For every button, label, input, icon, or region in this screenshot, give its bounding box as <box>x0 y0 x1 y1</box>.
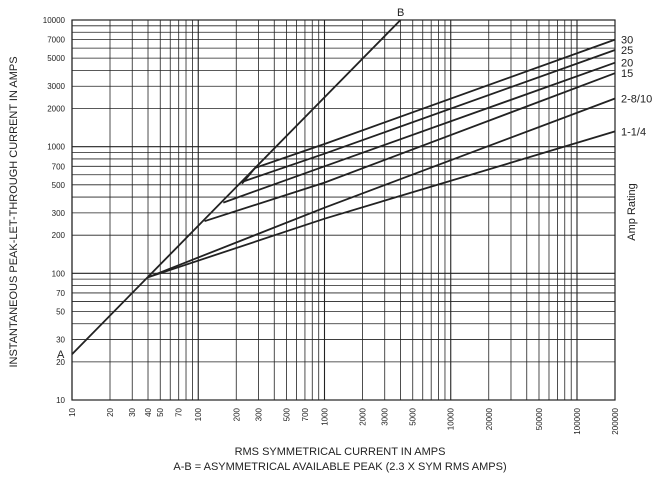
x-axis-note: A-B = ASYMMETRICAL AVAILABLE PEAK (2.3 X… <box>173 461 506 473</box>
plot-frame <box>71 19 616 401</box>
x-tick-label: 50 <box>156 407 165 416</box>
x-tick-label: 10 <box>68 407 77 416</box>
y-tick-label: 1000 <box>47 143 65 152</box>
y-tick-labels: 10 20 30 50 70 100 200 300 500 700 1000 2000 3000 500… <box>43 16 66 405</box>
y-tick-label: 5000 <box>47 54 65 63</box>
asymmetrical-peak-line <box>71 19 402 355</box>
curve-rating-label: 15 <box>621 68 633 80</box>
y-tick-label: 10000 <box>43 16 66 25</box>
x-tick-label: 20000 <box>485 407 494 430</box>
y-axis-title: INSTANTANEOUS PEAK-LET-THROUGH CURRENT I… <box>8 56 20 367</box>
x-tick-label: 200000 <box>611 407 620 434</box>
curve-rating-line <box>147 130 616 279</box>
x-tick-labels: 10 20 30 40 50 70 100 200 300 500 700 1000 2000 3000 5… <box>68 407 620 434</box>
y-tick-label: 50 <box>56 307 65 316</box>
x-tick-label: 700 <box>301 407 310 421</box>
y-tick-label: 700 <box>52 162 66 171</box>
x-tick-label: 100 <box>194 407 203 421</box>
x-axis-title: RMS SYMMETRICAL CURRENT IN AMPS <box>235 446 446 458</box>
y-tick-label: 7000 <box>47 36 65 45</box>
x-tick-label: 50000 <box>535 407 544 430</box>
amp-rating-label: Amp Rating <box>626 183 638 240</box>
x-tick-label: 3000 <box>381 407 390 425</box>
x-tick-label: 30 <box>128 407 137 416</box>
x-tick-label: 70 <box>175 407 184 416</box>
curve-rating-label: 25 <box>621 45 633 57</box>
x-tick-label: 1000 <box>320 407 329 425</box>
y-tick-label: 200 <box>52 231 66 240</box>
grid <box>71 19 616 401</box>
y-tick-label: 2000 <box>47 105 65 114</box>
line-b-label: B <box>397 7 404 19</box>
y-tick-label: 3000 <box>47 82 65 91</box>
y-tick-label: 500 <box>52 181 66 190</box>
curve-rating-label: 2-8/10 <box>621 94 652 106</box>
y-tick-label: 30 <box>56 336 65 345</box>
x-tick-label: 40 <box>144 407 153 416</box>
y-tick-label: 10 <box>56 396 65 405</box>
curve-rating-label: 20 <box>621 58 633 70</box>
x-tick-label: 500 <box>282 407 291 421</box>
curve-rating-label: 1-1/4 <box>621 126 646 138</box>
curve-rating-line <box>147 97 616 279</box>
y-tick-label: 100 <box>52 269 66 278</box>
y-tick-label: 70 <box>56 289 65 298</box>
curve-rating-line <box>204 72 616 223</box>
y-tick-label: 300 <box>52 209 66 218</box>
x-tick-label: 5000 <box>409 407 418 425</box>
x-tick-label: 2000 <box>359 407 368 425</box>
y-tick-label: 20 <box>56 358 65 367</box>
let-through-curves <box>71 19 616 355</box>
x-tick-label: 10000 <box>447 407 456 430</box>
x-tick-label: 300 <box>254 407 263 421</box>
curve-rating-line <box>244 49 616 182</box>
curve-rating-label: 30 <box>621 35 633 47</box>
x-tick-label: 100000 <box>573 407 582 434</box>
line-a-label: A <box>57 349 65 361</box>
curve-rating-line <box>241 38 616 185</box>
x-tick-label: 20 <box>106 407 115 416</box>
x-tick-label: 200 <box>232 407 241 421</box>
curve-rating-line <box>222 61 616 204</box>
